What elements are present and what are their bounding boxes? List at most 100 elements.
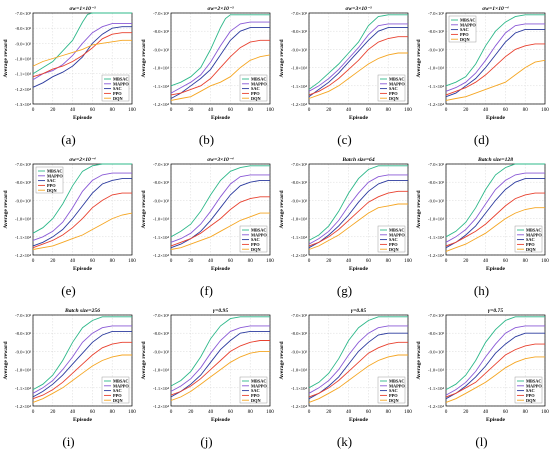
- x-tick-label: 100: [404, 258, 412, 264]
- y-tick-label: -9.0×10³: [291, 349, 307, 354]
- x-axis-label: Episode: [73, 115, 92, 121]
- legend-label: MAPPO: [251, 232, 267, 237]
- line-chart: -7.0×10³ -8.0×10³ -9.0×10³ -1.0×10⁴ -1.1×10⁴…: [279, 6, 412, 121]
- y-tick-label: -7.0×10³: [428, 162, 444, 167]
- x-tick-label: 40: [346, 258, 352, 264]
- series-line-dqn: [308, 52, 408, 99]
- x-tick-label: 40: [208, 409, 214, 415]
- y-tick-label: -1.3×10⁴: [15, 102, 31, 107]
- legend-label: MAPPO: [389, 383, 405, 388]
- y-tick-label: -1.0×10⁴: [291, 368, 307, 373]
- series-line-dqn: [170, 54, 271, 101]
- x-tick-label: 100: [266, 107, 274, 113]
- series-line-mappo: [308, 174, 408, 245]
- series-line-sac: [445, 178, 545, 249]
- x-tick-label: 20: [463, 107, 469, 113]
- x-tick-label: 20: [50, 258, 56, 264]
- x-tick-label: 100: [128, 409, 136, 415]
- x-axis-label: Episode: [486, 417, 505, 423]
- y-axis-label: Average reward: [416, 39, 422, 78]
- x-tick-label: 40: [70, 409, 76, 415]
- x-tick-label: 80: [523, 409, 529, 415]
- legend-label: DQN: [251, 247, 261, 252]
- x-tick-label: 100: [266, 258, 274, 264]
- plot-frame: [308, 12, 409, 105]
- y-tick-label: -1.0×10⁴: [15, 57, 31, 62]
- line-chart: -7.0×10³ -8.0×10³ -9.0×10³ -1.0×10⁴ -1.1×10⁴…: [141, 157, 274, 272]
- x-tick-label: 60: [228, 258, 234, 264]
- series-line-mappo: [308, 23, 408, 92]
- series-line-mappo: [445, 23, 545, 92]
- x-tick-label: 40: [208, 107, 214, 113]
- y-tick-label: -8.0×10³: [291, 29, 307, 34]
- plot-frame: [32, 314, 133, 407]
- legend-label: SAC: [113, 388, 122, 393]
- x-tick-label: 80: [386, 107, 392, 113]
- plot-frame: [170, 314, 271, 407]
- series-line-mbsac: [32, 163, 132, 234]
- legend-label: MBSAC: [526, 228, 542, 233]
- legend-label: MBSAC: [113, 77, 129, 82]
- series-line-dqn: [32, 212, 133, 250]
- series-line-ppo: [445, 343, 545, 398]
- legend-label: PPO: [113, 393, 122, 398]
- x-axis-label: Episode: [486, 266, 505, 272]
- series-line-mappo: [445, 325, 545, 396]
- y-tick-label: -7.0×10³: [153, 162, 169, 167]
- series-line-dqn: [445, 207, 545, 252]
- y-tick-label: -8.0×10³: [153, 331, 169, 336]
- y-tick-label: -9.0×10³: [15, 41, 31, 46]
- x-tick-label: 80: [386, 258, 392, 264]
- x-tick-label: 100: [541, 258, 549, 264]
- series-line-mbsac: [170, 316, 270, 387]
- plot-frame: [32, 163, 133, 256]
- legend-label: MAPPO: [460, 22, 476, 27]
- y-axis-label: Average reward: [279, 39, 285, 78]
- series-line-dqn: [308, 203, 408, 250]
- x-axis-label: Episode: [73, 266, 92, 272]
- x-tick-label: 20: [326, 258, 332, 264]
- legend-label: DQN: [526, 398, 536, 403]
- legend-label: PPO: [389, 242, 398, 247]
- series-line-sac: [445, 28, 545, 98]
- panel-label: (k): [336, 434, 353, 449]
- series-line-mbsac: [445, 14, 545, 87]
- line-chart: -7.0×10³ -8.0×10³ -9.0×10³ -1.0×10⁴ -1.1×10⁴…: [416, 308, 549, 423]
- chart-panel: -7.0×10³ -8.0×10³ -9.0×10³ -1.0×10⁴ -1.1×10⁴…: [413, 151, 550, 302]
- y-tick-label: -1.0×10⁴: [291, 217, 307, 222]
- legend-label: DQN: [526, 247, 536, 252]
- x-tick-label: 0: [170, 107, 173, 113]
- y-tick-label: -1.0×10⁴: [15, 217, 31, 222]
- legend-label: SAC: [389, 388, 398, 393]
- chart-panel: -7.0×10³ -8.0×10³ -9.0×10³ -1.0×10⁴ -1.1×10⁴…: [276, 302, 413, 453]
- x-tick-label: 60: [503, 258, 509, 264]
- series-line-dqn: [170, 350, 270, 401]
- series-line-sac: [32, 330, 132, 398]
- y-tick-label: -8.0×10³: [428, 331, 444, 336]
- series-line-sac: [170, 179, 270, 249]
- series-line-mbsac: [445, 163, 545, 238]
- y-axis-label: Average reward: [3, 39, 9, 78]
- chart-panel: -7.0×10³ -8.0×10³ -9.0×10³ -1.0×10⁴ -1.1×10⁴…: [0, 151, 137, 302]
- y-tick-label: -8.0×10³: [428, 29, 444, 34]
- y-tick-label: -8.0×10³: [428, 180, 444, 185]
- y-tick-label: -1.0×10⁴: [291, 66, 307, 71]
- legend-label: SAC: [460, 27, 469, 32]
- legend-label: SAC: [113, 86, 122, 91]
- plot-frame: [308, 314, 409, 407]
- x-tick-label: 100: [128, 258, 136, 264]
- y-tick-label: -9.0×10³: [15, 349, 31, 354]
- y-tick-label: -1.2×10⁴: [291, 404, 307, 409]
- legend-label: MAPPO: [389, 232, 405, 237]
- panel-label: (j): [200, 434, 213, 449]
- legend-label: MAPPO: [113, 383, 129, 388]
- x-tick-label: 40: [483, 107, 489, 113]
- chart-panel: -7.0×10³ -8.0×10³ -9.0×10³ -1.0×10⁴ -1.1×10⁴…: [0, 0, 137, 151]
- series-line-dqn: [308, 354, 408, 403]
- legend-label: PPO: [251, 393, 260, 398]
